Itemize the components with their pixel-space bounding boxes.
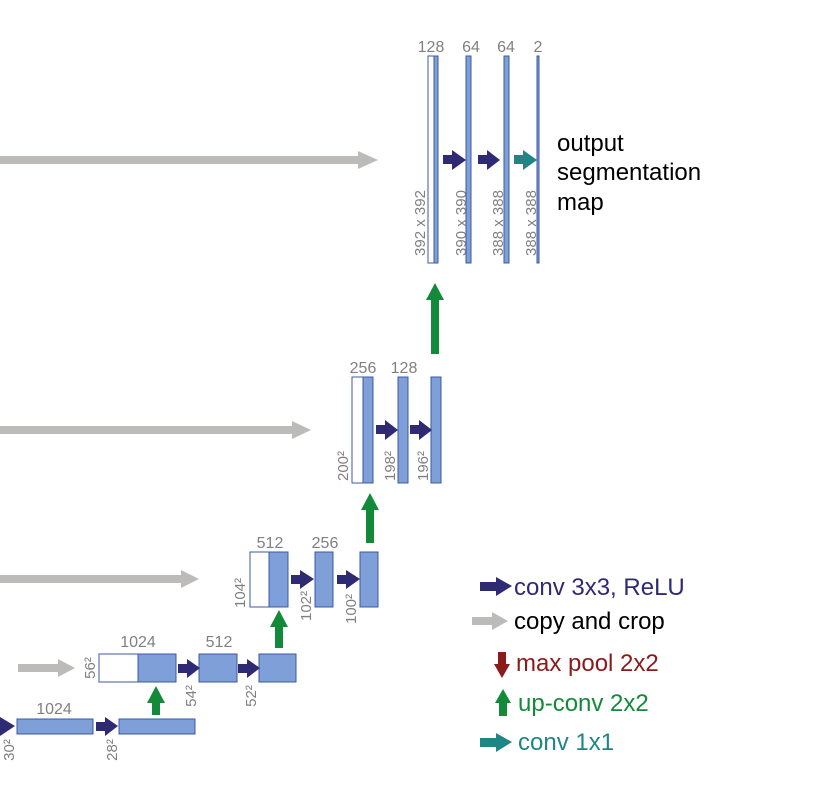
size-label: 102² [298, 591, 315, 621]
feature-map [362, 376, 374, 484]
size-label: 54² [183, 685, 200, 707]
feature-map [359, 551, 379, 608]
output-map [536, 55, 540, 264]
feature-map [258, 653, 297, 683]
legend-label-up-conv: up-conv 2x2 [518, 690, 649, 717]
channel-label: 128 [391, 360, 418, 377]
feature-map [268, 551, 289, 608]
feature-map [118, 718, 196, 735]
up-conv-arrow-icon [495, 689, 511, 716]
channel-label: 64 [462, 39, 480, 56]
size-label: 104² [232, 578, 249, 608]
level3: 256 128 200² 198² 196² [335, 360, 442, 484]
conv-arrow-icon [337, 570, 360, 589]
size-label: 28² [104, 739, 121, 761]
level2: 512 256 104² 102² 100² [232, 535, 379, 624]
conv-arrow-icon [96, 717, 118, 736]
size-label: 52² [243, 685, 260, 707]
size-label: 198² [382, 451, 399, 481]
size-label: 100² [343, 594, 360, 624]
channel-label: 2 [534, 39, 543, 56]
size-label: 388 x 388 [523, 190, 540, 256]
up-conv-arrow-icon [147, 686, 165, 715]
size-label: 196² [415, 451, 432, 481]
conv-arrow-icon [238, 659, 260, 678]
legend-label-conv1x1: conv 1x1 [518, 729, 614, 756]
bottom-level: 1024 30² 28² [0, 701, 196, 761]
copied-feature-map [351, 376, 364, 484]
feature-map [430, 376, 442, 484]
conv1x1-arrow-icon [514, 150, 537, 170]
output-level: 128 64 64 2 392 x 392 390 x 390 388 x 38… [412, 39, 701, 264]
channel-label: 128 [418, 39, 445, 56]
feature-map [433, 55, 439, 264]
copy-arrow-level3 [0, 421, 311, 439]
channel-label: 512 [206, 634, 233, 651]
channel-label: 64 [497, 39, 515, 56]
feature-map [465, 55, 472, 264]
size-label: 392 x 392 [412, 190, 429, 256]
feature-map [16, 718, 94, 735]
conv-arrow-icon [443, 150, 466, 170]
level1: 1024 512 56² 54² 52² [82, 634, 297, 707]
output-caption: output [557, 130, 624, 157]
legend-label-max-pool: max pool 2x2 [516, 650, 659, 677]
channel-label: 512 [257, 535, 284, 552]
legend-label-conv: conv 3x3, ReLU [514, 574, 685, 601]
conv-arrow-icon [480, 577, 512, 596]
output-caption: map [557, 189, 604, 216]
copied-feature-map [249, 551, 270, 608]
legend-label-copy: copy and crop [514, 608, 665, 635]
max-pool-arrow-icon [494, 652, 510, 678]
legend: conv 3x3, ReLU copy and crop max pool 2x… [472, 574, 685, 756]
copy-arrow-level4 [0, 151, 378, 169]
up-conv-arrow-icon [426, 283, 444, 354]
up-conv-arrow-icon [270, 610, 288, 648]
size-label: 30² [1, 739, 18, 761]
conv-arrow-icon [478, 150, 500, 170]
output-caption: segmentation [557, 159, 701, 186]
feature-map [503, 55, 510, 264]
up-conv-arrow-icon [361, 493, 379, 543]
size-label: 200² [335, 451, 352, 481]
channel-label: 256 [312, 535, 339, 552]
conv-arrow-icon [178, 659, 200, 678]
conv1x1-arrow-icon [480, 733, 512, 752]
size-label: 390 x 390 [453, 190, 470, 256]
conv-arrow-icon [410, 420, 432, 440]
feature-map [137, 653, 177, 683]
feature-map [314, 551, 334, 608]
size-label: 56² [82, 657, 99, 679]
copy-arrow-icon [472, 612, 508, 630]
feature-map [397, 376, 409, 484]
copy-arrow-level1 [18, 659, 75, 677]
channel-label: 1024 [36, 701, 72, 718]
channel-label: 256 [350, 360, 377, 377]
size-label: 388 x 388 [490, 190, 507, 256]
conv-arrow-icon [291, 570, 314, 589]
conv-arrow-icon [0, 717, 15, 736]
conv-arrow-icon [376, 420, 398, 440]
feature-map [198, 653, 238, 683]
copy-arrow-level2 [0, 570, 199, 588]
channel-label: 1024 [120, 634, 156, 651]
copied-feature-map [98, 653, 139, 683]
